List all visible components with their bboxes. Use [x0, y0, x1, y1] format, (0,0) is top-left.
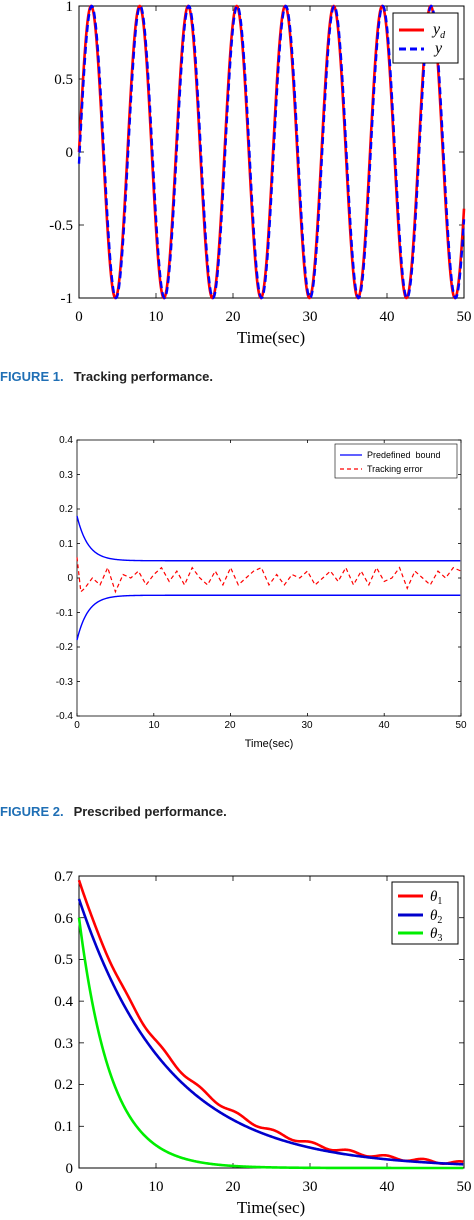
y-tick-label: 0.5 [54, 72, 73, 88]
y-tick-label: 0.5 [54, 952, 73, 968]
y-tick-label: 0.4 [54, 994, 73, 1010]
x-tick-label: 20 [226, 309, 241, 325]
y-tick-label: -0.4 [56, 711, 74, 722]
x-tick-label: 40 [378, 720, 390, 731]
y-tick-label: 0.3 [54, 1036, 73, 1052]
y-tick-label: -0.3 [56, 677, 74, 688]
series-line-theta3 [77, 917, 464, 1170]
y-tick-label: 0.1 [59, 539, 73, 550]
series-line-theta2 [77, 898, 464, 1166]
series-lines [77, 4, 466, 300]
x-tick-label: 30 [303, 309, 318, 325]
legend: θ1 θ2 θ3 [391, 881, 459, 945]
y-tick-label: 0 [66, 1161, 74, 1177]
x-tick-label: 10 [148, 720, 160, 731]
x-tick-label: 20 [224, 720, 236, 731]
chart-prescribed-performance: 0 10 20 30 40 50 -0.4 -0.3 -0.2 -0.1 0 0… [56, 435, 467, 750]
x-tick-label: 0 [74, 720, 80, 731]
y-tick-label: 0.6 [54, 911, 73, 927]
x-tick-label: 40 [380, 309, 395, 325]
x-tick-label: 0 [75, 309, 83, 325]
series-lines [76, 515, 462, 641]
y-tick-label: -0.5 [49, 218, 73, 234]
y-tick-label: 0.2 [54, 1077, 73, 1093]
axis-ticks [76, 439, 462, 717]
legend-box [392, 12, 459, 64]
series-line-lower-bound [76, 594, 461, 641]
axis-ticks [78, 875, 465, 1169]
x-tick-label: 20 [226, 1179, 241, 1195]
x-tick-label: 10 [149, 1179, 164, 1195]
chart-parameter-estimates: 0 10 20 30 40 50 0 0.1 0.2 0.3 0.4 0.5 0… [54, 869, 471, 1217]
y-tick-label: 0.2 [59, 504, 73, 515]
plot-frame [76, 439, 462, 717]
y-tick-label: 0 [66, 145, 74, 161]
x-tick-label: 50 [457, 1179, 472, 1195]
y-tick-label: 1 [66, 0, 74, 15]
legend-label-error: Tracking error [367, 464, 423, 474]
caption-text: Tracking performance. [74, 369, 213, 384]
series-lines [77, 879, 464, 1170]
x-tick-label: 0 [75, 1179, 83, 1195]
figure-2-caption: FIGURE 2. Prescribed performance. [0, 804, 227, 819]
y-tick-label: 0.1 [54, 1119, 73, 1135]
legend-label-yd: yd [431, 21, 446, 41]
x-tick-label: 50 [457, 309, 472, 325]
series-line-upper-bound [76, 515, 461, 562]
caption-number: FIGURE 1. [0, 369, 64, 384]
x-axis-label: Time(sec) [237, 328, 305, 347]
legend-label-theta3: θ3 [430, 926, 442, 944]
x-tick-label: 30 [301, 720, 313, 731]
y-tick-label: 0.3 [59, 470, 73, 481]
legend: yd y [392, 12, 459, 64]
y-tick-label: 0.4 [59, 435, 73, 446]
chart-tracking-performance: 0 10 20 30 40 50 -1 -0.5 0 0.5 1 Time(se… [49, 0, 471, 347]
y-tick-label: 0.7 [54, 869, 73, 885]
legend: Predefined bound Tracking error [334, 443, 458, 479]
series-line-tracking-error [76, 557, 462, 594]
x-tick-label: 40 [380, 1179, 395, 1195]
legend-label-y: y [433, 40, 443, 57]
x-tick-label: 30 [303, 1179, 318, 1195]
x-axis-label: Time(sec) [237, 1198, 305, 1217]
figure-1-caption: FIGURE 1. Tracking performance. [0, 369, 213, 384]
y-tick-label: -0.1 [56, 608, 74, 619]
legend-label-theta2: θ2 [430, 908, 442, 926]
x-tick-label: 50 [455, 720, 467, 731]
caption-number: FIGURE 2. [0, 804, 64, 819]
caption-text: Prescribed performance. [74, 804, 227, 819]
y-tick-label: -0.2 [56, 642, 74, 653]
y-tick-label: -1 [61, 291, 74, 307]
y-tick-label: 0 [67, 573, 73, 584]
legend-box [334, 443, 458, 479]
x-tick-label: 10 [149, 309, 164, 325]
legend-box [391, 881, 459, 945]
legend-label-bound: Predefined bound [367, 450, 441, 460]
legend-label-theta1: θ1 [430, 889, 442, 907]
x-axis-label: Time(sec) [245, 738, 293, 750]
series-line-y [77, 4, 466, 300]
